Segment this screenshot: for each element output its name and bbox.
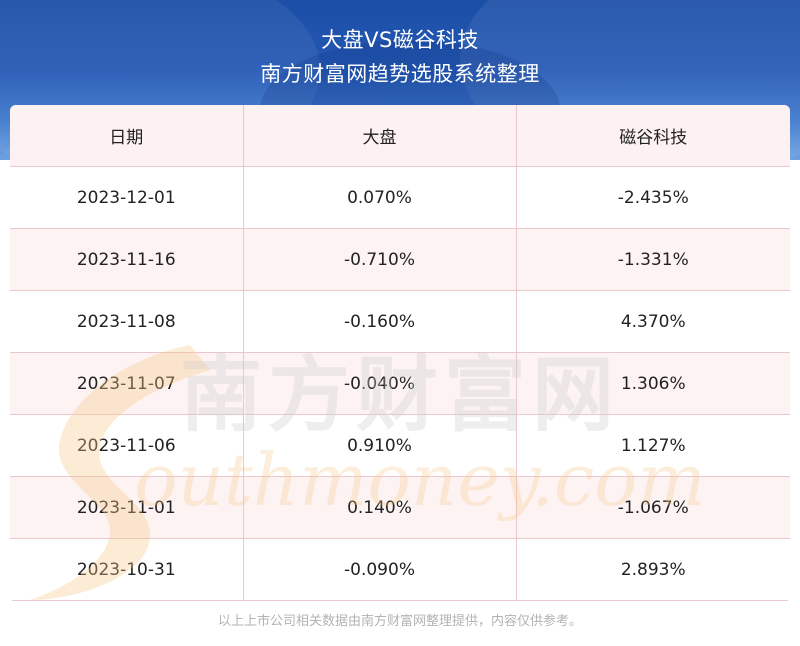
table-row: 2023-11-07 -0.040% 1.306% [10, 352, 790, 415]
cell-market-change: 0.910% [243, 414, 517, 477]
cell-market-change: 0.070% [243, 166, 517, 229]
table-row: 2023-10-31 -0.090% 2.893% [10, 538, 790, 601]
page-subtitle: 南方财富网趋势选股系统整理 [260, 62, 540, 86]
cell-stock-change: -1.331% [516, 228, 790, 291]
cell-market-change: -0.090% [243, 538, 517, 601]
table-row: 2023-12-01 0.070% -2.435% [10, 166, 790, 229]
cell-market-change: -0.040% [243, 352, 517, 415]
cell-market-change: -0.710% [243, 228, 517, 291]
data-table-card: 日期 大盘 磁谷科技 2023-12-01 0.070% -2.435% 202… [10, 105, 790, 602]
cell-date: 2023-11-16 [10, 228, 244, 291]
cell-stock-change: 2.893% [516, 538, 790, 601]
footer-disclaimer: 以上上市公司相关数据由南方财富网整理提供，内容仅供参考。 [217, 614, 582, 629]
column-header-stock: 磁谷科技 [516, 105, 790, 167]
cell-date: 2023-11-06 [10, 414, 244, 477]
cell-stock-change: 1.127% [516, 414, 790, 477]
cell-stock-change: -1.067% [516, 476, 790, 539]
table-header-row: 日期 大盘 磁谷科技 [10, 105, 790, 167]
table-row: 2023-11-16 -0.710% -1.331% [10, 228, 790, 291]
table-row: 2023-11-01 0.140% -1.067% [10, 476, 790, 539]
column-header-market: 大盘 [243, 105, 517, 167]
comparison-table: 日期 大盘 磁谷科技 2023-12-01 0.070% -2.435% 202… [10, 105, 790, 601]
cell-stock-change: 4.370% [516, 290, 790, 353]
cell-stock-change: -2.435% [516, 166, 790, 229]
page-title: 大盘VS磁谷科技 [321, 28, 479, 52]
cell-market-change: -0.160% [243, 290, 517, 353]
cell-date: 2023-12-01 [10, 166, 244, 229]
table-row: 2023-11-08 -0.160% 4.370% [10, 290, 790, 353]
cell-date: 2023-11-08 [10, 290, 244, 353]
column-header-date: 日期 [10, 105, 244, 167]
cell-date: 2023-11-07 [10, 352, 244, 415]
cell-date: 2023-11-01 [10, 476, 244, 539]
cell-stock-change: 1.306% [516, 352, 790, 415]
cell-date: 2023-10-31 [10, 538, 244, 601]
cell-market-change: 0.140% [243, 476, 517, 539]
table-row: 2023-11-06 0.910% 1.127% [10, 414, 790, 477]
page-header: 大盘VS磁谷科技 南方财富网趋势选股系统整理 [0, 0, 800, 160]
